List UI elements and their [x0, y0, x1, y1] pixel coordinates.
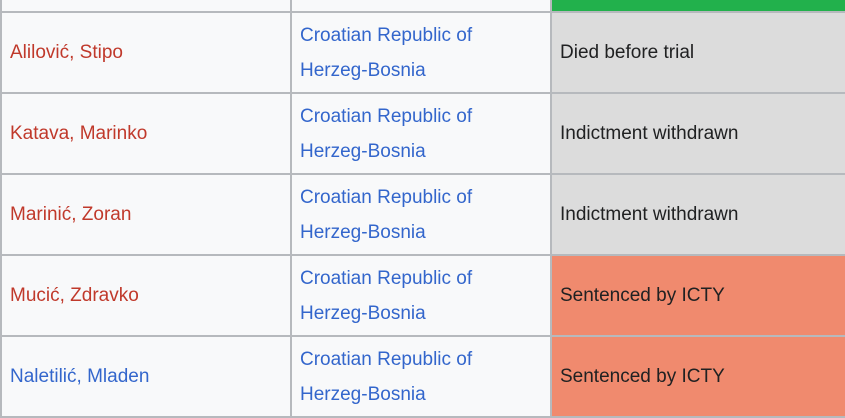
person-link[interactable]: Katava, Marinko [10, 123, 148, 144]
entity-cell-partial [290, 0, 552, 13]
name-cell: Katava, Marinko [0, 92, 292, 175]
entity-line: Croatian Republic of [300, 24, 473, 46]
status-cell: Sentenced by ICTY [550, 335, 845, 418]
entity-link[interactable]: Croatian Republic of Herzeg-Bosnia [300, 261, 550, 331]
entity-line: Herzeg-Bosnia [300, 221, 426, 243]
person-link[interactable]: Mucić, Zdravko [10, 285, 139, 306]
name-cell: Alilović, Stipo [0, 11, 292, 94]
name-cell-partial [0, 0, 292, 13]
status-cell: Died before trial [550, 11, 845, 94]
status-cell: Indictment withdrawn [550, 173, 845, 256]
person-link[interactable]: Alilović, Stipo [10, 42, 123, 63]
entity-link[interactable]: Croatian Republic of Herzeg-Bosnia [300, 99, 550, 169]
person-link[interactable]: Naletilić, Mladen [10, 366, 150, 387]
table-row: Naletilić, Mladen Croatian Republic of H… [0, 335, 845, 418]
table-row: Katava, Marinko Croatian Republic of Her… [0, 92, 845, 175]
entity-cell: Croatian Republic of Herzeg-Bosnia [290, 173, 552, 256]
name-cell: Mucić, Zdravko [0, 254, 292, 337]
table-row: Mucić, Zdravko Croatian Republic of Herz… [0, 254, 845, 337]
table-row: Alilović, Stipo Croatian Republic of Her… [0, 11, 845, 94]
entity-link[interactable]: Croatian Republic of Herzeg-Bosnia [300, 18, 550, 88]
person-link[interactable]: Marinić, Zoran [10, 204, 132, 225]
entity-cell: Croatian Republic of Herzeg-Bosnia [290, 92, 552, 175]
entity-line: Herzeg-Bosnia [300, 140, 426, 162]
status-cell-partial [550, 0, 845, 13]
entity-line: Croatian Republic of [300, 267, 473, 289]
name-cell: Marinić, Zoran [0, 173, 292, 256]
entity-cell: Croatian Republic of Herzeg-Bosnia [290, 254, 552, 337]
entity-link[interactable]: Croatian Republic of Herzeg-Bosnia [300, 342, 550, 412]
entity-cell: Croatian Republic of Herzeg-Bosnia [290, 335, 552, 418]
entity-line: Herzeg-Bosnia [300, 383, 426, 405]
entity-line: Herzeg-Bosnia [300, 302, 426, 324]
entity-line: Herzeg-Bosnia [300, 59, 426, 81]
entity-line: Croatian Republic of [300, 105, 473, 127]
entity-cell: Croatian Republic of Herzeg-Bosnia [290, 11, 552, 94]
status-cell: Indictment withdrawn [550, 92, 845, 175]
entity-line: Croatian Republic of [300, 348, 473, 370]
name-cell: Naletilić, Mladen [0, 335, 292, 418]
table-row: Marinić, Zoran Croatian Republic of Herz… [0, 173, 845, 256]
status-cell: Sentenced by ICTY [550, 254, 845, 337]
table-row-partial [0, 0, 845, 13]
entity-link[interactable]: Croatian Republic of Herzeg-Bosnia [300, 180, 550, 250]
entity-line: Croatian Republic of [300, 186, 473, 208]
